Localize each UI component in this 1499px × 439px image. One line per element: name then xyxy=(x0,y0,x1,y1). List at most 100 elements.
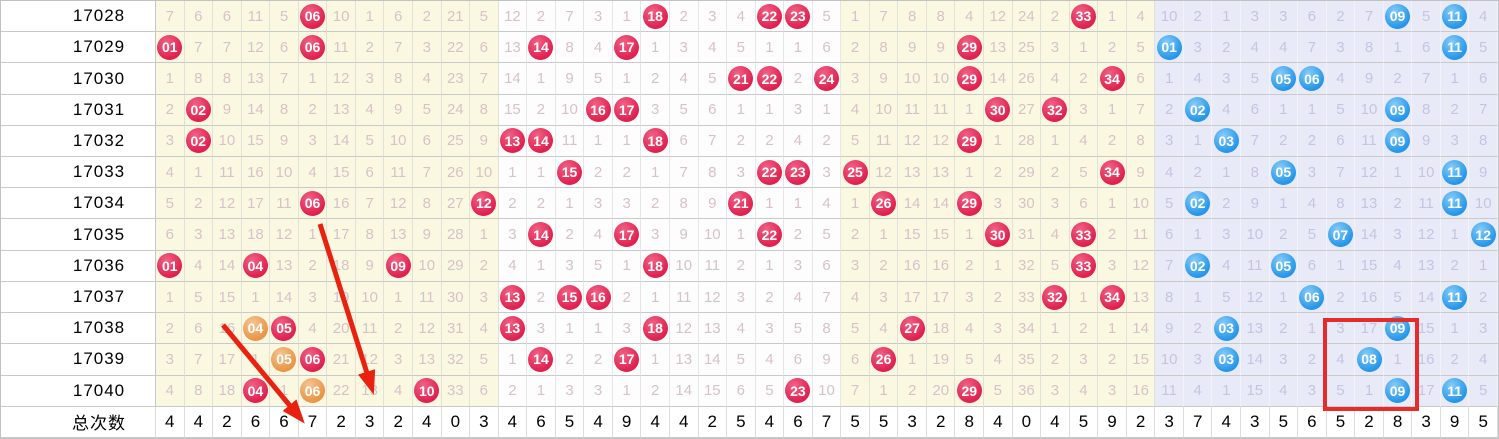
back-ball-blue: 02 xyxy=(1185,190,1211,216)
front-ball-orange: 06 xyxy=(300,378,326,404)
front-cell: 8 xyxy=(898,1,927,33)
front-cell: 21 xyxy=(727,63,756,95)
back-cell: 10 xyxy=(1155,344,1184,376)
back-total: 6 xyxy=(1298,406,1327,438)
front-cell: 6 xyxy=(698,94,728,126)
back-cell: 10 xyxy=(1241,219,1270,251)
front-cell: 20 xyxy=(926,375,956,407)
front-cell: 13 xyxy=(926,157,956,189)
front-cell: 12 xyxy=(241,32,271,64)
back-cell: 4 xyxy=(1469,344,1498,376)
back-cell: 2 xyxy=(1298,125,1327,158)
front-cell: 4 xyxy=(470,313,499,345)
back-cell: 1 xyxy=(1440,313,1470,345)
front-ball-red: 17 xyxy=(614,222,640,248)
back-cell: 3 xyxy=(1298,157,1327,189)
issue-label: 17032 xyxy=(1,125,156,158)
front-ball-red: 29 xyxy=(956,34,982,60)
front-cell: 34 xyxy=(1012,313,1042,345)
front-cell: 1 xyxy=(384,281,413,314)
front-total: 3 xyxy=(898,406,927,438)
front-cell: 18 xyxy=(641,313,670,345)
front-cell: 2 xyxy=(1098,32,1127,64)
back-cell: 02 xyxy=(1183,188,1213,220)
front-cell: 4 xyxy=(727,1,756,33)
front-cell: 7 xyxy=(384,32,413,64)
front-ball-red: 17 xyxy=(614,346,640,372)
back-cell: 11 xyxy=(1241,250,1270,282)
front-ball-red: 16 xyxy=(585,97,611,123)
front-ball-red: 02 xyxy=(185,128,211,154)
front-total: 9 xyxy=(612,406,642,438)
front-cell: 8 xyxy=(470,94,499,126)
front-cell: 1 xyxy=(612,250,642,282)
front-cell: 2 xyxy=(527,188,556,220)
front-cell: 16 xyxy=(213,313,242,345)
front-cell: 4 xyxy=(698,32,728,64)
back-total: 3 xyxy=(1241,406,1270,438)
front-cell: 4 xyxy=(1041,63,1070,95)
front-cell: 1 xyxy=(784,188,813,220)
front-cell: 1 xyxy=(184,157,214,189)
front-cell: 2 xyxy=(1041,344,1070,376)
back-cell: 8 xyxy=(1155,281,1184,314)
front-cell: 3 xyxy=(698,1,728,33)
back-cell: 13 xyxy=(1241,313,1270,345)
front-cell: 8 xyxy=(812,313,842,345)
front-cell: 8 xyxy=(555,32,585,64)
front-cell: 1 xyxy=(869,375,899,407)
front-cell: 1 xyxy=(1041,125,1070,158)
front-cell: 5 xyxy=(584,63,613,95)
front-ball-red: 06 xyxy=(300,346,326,372)
back-ball-blue: 03 xyxy=(1213,346,1239,372)
front-cell: 33 xyxy=(1069,219,1099,251)
front-cell: 14 xyxy=(241,94,271,126)
front-cell: 22 xyxy=(327,375,356,407)
back-cell: 6 xyxy=(1412,32,1441,64)
back-cell: 2 xyxy=(1440,94,1470,126)
back-ball-blue: 09 xyxy=(1385,3,1411,29)
back-cell: 11 xyxy=(1440,375,1470,407)
front-cell: 3 xyxy=(555,375,585,407)
back-cell: 14 xyxy=(1241,344,1270,376)
front-cell: 26 xyxy=(869,344,899,376)
front-cell: 3 xyxy=(955,281,985,314)
back-ball-blue: 11 xyxy=(1442,3,1468,29)
front-ball-red: 16 xyxy=(585,284,611,310)
front-cell: 2 xyxy=(470,250,499,282)
front-ball-red: 29 xyxy=(956,378,982,404)
front-ball-red: 33 xyxy=(1070,3,1096,29)
front-cell: 4 xyxy=(1069,125,1099,158)
front-cell: 14 xyxy=(527,125,556,158)
back-cell: 2 xyxy=(1212,32,1242,64)
front-cell: 10 xyxy=(1126,188,1156,220)
front-cell: 14 xyxy=(926,188,956,220)
front-cell: 3 xyxy=(612,313,642,345)
back-cell: 2 xyxy=(1212,188,1242,220)
front-cell: 14 xyxy=(527,32,556,64)
back-cell: 5 xyxy=(1326,375,1356,407)
front-cell: 1 xyxy=(869,219,899,251)
back-cell: 1 xyxy=(1212,1,1242,33)
front-cell: 2 xyxy=(1041,157,1070,189)
back-cell: 06 xyxy=(1298,63,1327,95)
back-cell: 4 xyxy=(1212,250,1242,282)
front-cell: 2 xyxy=(584,344,613,376)
back-cell: 8 xyxy=(1241,157,1270,189)
front-total: 4 xyxy=(1041,406,1070,438)
back-cell: 7 xyxy=(1469,94,1498,126)
front-total: 7 xyxy=(812,406,842,438)
back-cell: 11 xyxy=(1440,32,1470,64)
front-cell: 4 xyxy=(1041,219,1070,251)
front-cell: 12 xyxy=(355,344,385,376)
front-cell: 5 xyxy=(784,313,813,345)
front-total: 4 xyxy=(669,406,699,438)
back-ball-blue: 05 xyxy=(1270,66,1296,92)
front-cell: 10 xyxy=(412,375,442,407)
front-cell: 22 xyxy=(755,63,785,95)
front-ball-red: 34 xyxy=(1099,66,1125,92)
back-cell: 7 xyxy=(1298,32,1327,64)
front-ball-red: 30 xyxy=(985,222,1011,248)
back-cell: 15 xyxy=(1241,375,1270,407)
front-cell: 12 xyxy=(327,63,356,95)
